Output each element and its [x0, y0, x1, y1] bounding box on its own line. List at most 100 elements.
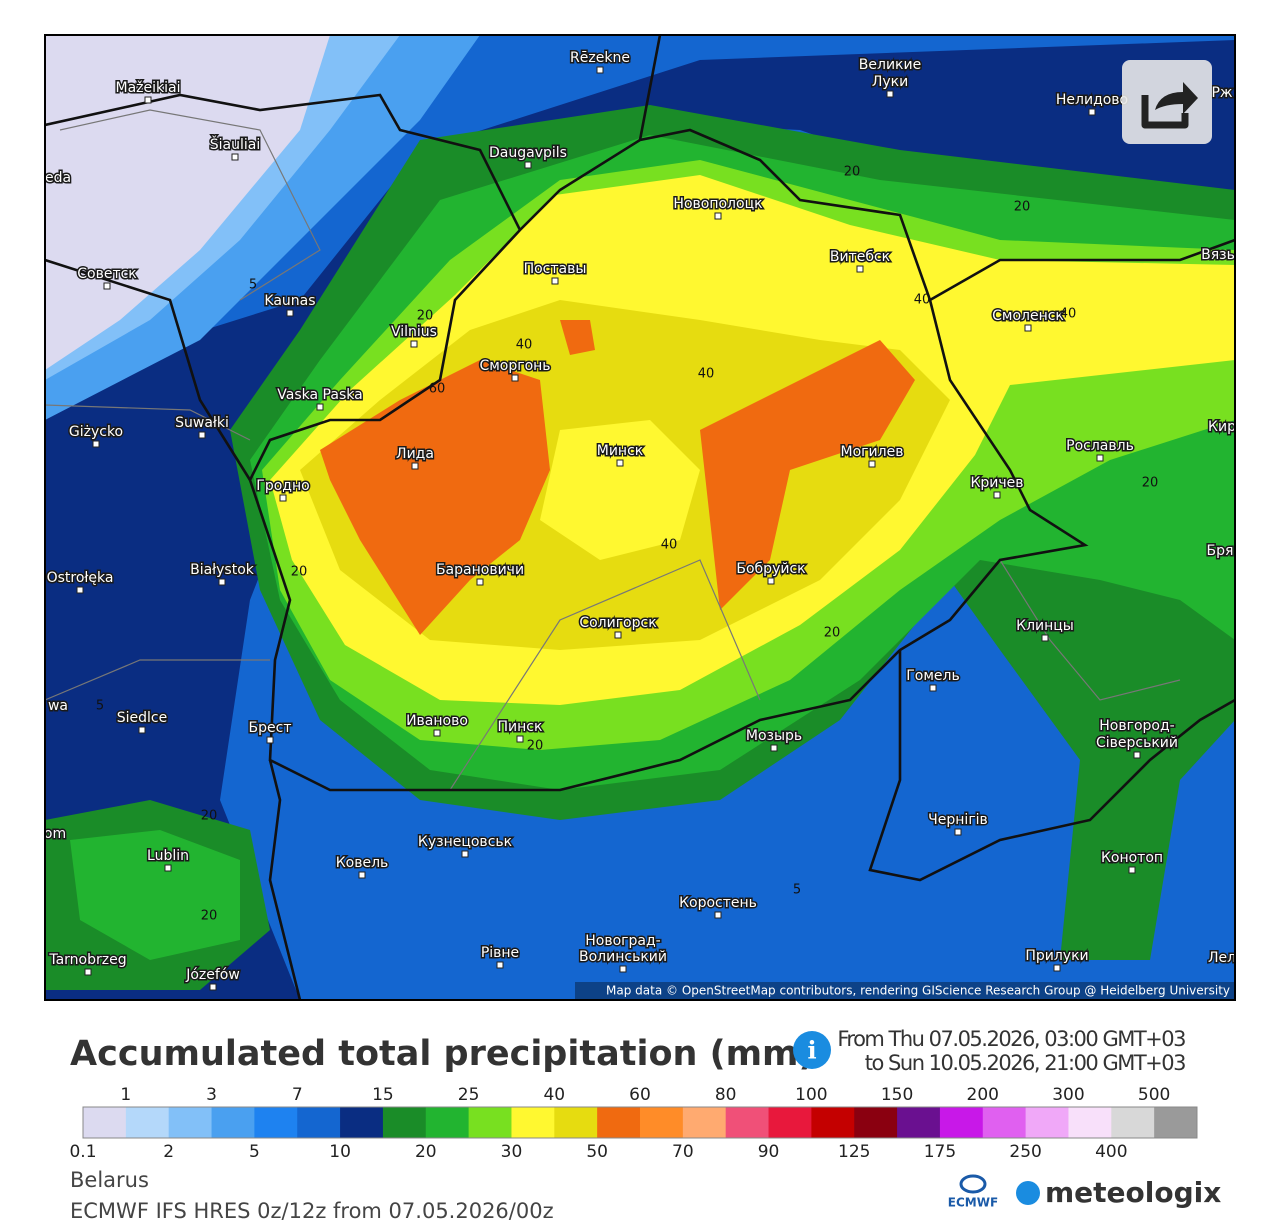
city-label: Рославль	[1066, 438, 1134, 454]
city-label: Lublin	[147, 848, 189, 864]
city-marker	[76, 586, 84, 594]
contour-label: 20	[417, 309, 434, 324]
city-marker	[516, 735, 524, 743]
share-button[interactable]	[1122, 60, 1212, 144]
city-label: Вязь	[1201, 247, 1235, 263]
city-marker	[1088, 108, 1096, 116]
city-label: Смоленск	[992, 308, 1064, 324]
city-marker	[138, 726, 146, 734]
info-icon[interactable]	[793, 1031, 831, 1069]
legend-swatch	[511, 1107, 555, 1138]
legend-swatch	[1154, 1107, 1198, 1138]
city-label: Mažeikiai	[116, 80, 181, 96]
city-label: Клинцы	[1016, 618, 1074, 634]
legend-swatch	[854, 1107, 898, 1138]
city-label: Кузнецовськ	[418, 834, 512, 850]
city-label: Кричев	[970, 475, 1023, 491]
contour-label: 5	[96, 699, 104, 714]
city-marker	[511, 374, 519, 382]
legend-swatch	[554, 1107, 598, 1138]
city-marker	[358, 871, 366, 879]
legend-swatch	[1025, 1107, 1069, 1138]
city-label: Нелидово	[1056, 92, 1128, 108]
contour-label: 20	[824, 626, 841, 641]
legend-label: 90	[758, 1142, 780, 1162]
city-label: Suwałki	[175, 415, 229, 431]
contour-label: 20	[527, 739, 544, 754]
city-marker	[218, 578, 226, 586]
legend-swatch	[254, 1107, 298, 1138]
city-marker	[767, 577, 775, 585]
legend-label: 25	[458, 1085, 480, 1105]
city-marker	[1133, 751, 1141, 759]
legend-label: 1	[120, 1085, 131, 1105]
city-label: Сiверський	[1096, 735, 1178, 751]
city-label: Новоград-	[585, 933, 660, 949]
legend-frame	[82, 1106, 1198, 1139]
legend-swatch	[768, 1107, 812, 1138]
legend-label: 200	[967, 1085, 999, 1105]
legend-label: 0.1	[69, 1142, 96, 1162]
city-label: Białystok	[190, 562, 255, 578]
legend-label: 10	[329, 1142, 351, 1162]
city-marker	[209, 983, 217, 991]
city-label: Прилуки	[1025, 948, 1088, 964]
city-label: Брест	[249, 720, 292, 736]
city-marker	[770, 744, 778, 752]
period-from: From Thu 07.05.2026, 03:00 GMT+03	[837, 1027, 1185, 1051]
city-label: Šiauliai	[210, 135, 260, 153]
legend-swatch	[168, 1107, 213, 1138]
city-label: Могилев	[841, 444, 904, 460]
contour-label: 40	[698, 367, 715, 382]
city-label: Vaska Paska	[277, 387, 362, 403]
title: Accumulated total precipitation (mm)	[70, 1034, 815, 1074]
city-label: Новополоцк	[673, 196, 762, 212]
legend-swatch	[382, 1107, 427, 1138]
city-marker	[1041, 634, 1049, 642]
legend-label: 60	[629, 1085, 651, 1105]
contour-label: 20	[291, 565, 308, 580]
city-label: Луки	[872, 74, 908, 90]
city-label: Бря	[1207, 543, 1234, 559]
contour-label: 40	[516, 338, 533, 353]
legend-label: 300	[1052, 1085, 1084, 1105]
city-marker	[551, 277, 559, 285]
legend-label: 5	[249, 1142, 260, 1162]
legend-swatch	[297, 1107, 341, 1138]
city-label: Новгород-	[1099, 718, 1174, 734]
legend-label: 150	[881, 1085, 913, 1105]
city-marker	[868, 460, 876, 468]
city-label: Siedlce	[117, 710, 167, 726]
city-label: Иваново	[406, 713, 468, 729]
legend-swatch	[725, 1107, 770, 1138]
city-label: eda	[45, 170, 71, 186]
city-label: Пинск	[498, 719, 543, 735]
city-marker	[316, 403, 324, 411]
city-marker	[410, 340, 418, 348]
legend-label: 15	[372, 1085, 394, 1105]
city-marker	[84, 968, 92, 976]
city-marker	[714, 212, 722, 220]
legend-swatch	[982, 1107, 1027, 1138]
legend-label: 70	[672, 1142, 694, 1162]
city-label: Daugavpils	[489, 145, 567, 161]
city-marker	[286, 309, 294, 317]
city-label: Минск	[597, 443, 643, 459]
city-marker	[714, 911, 722, 919]
city-marker	[461, 850, 469, 858]
city-label: Ostrołęka	[47, 570, 114, 586]
city-label: Бобруйск	[736, 561, 805, 577]
legend-label: 100	[795, 1085, 827, 1105]
city-marker	[616, 459, 624, 467]
city-label: Лида	[396, 446, 434, 462]
city-label: Барановичи	[436, 562, 524, 578]
city-label: Józefów	[185, 967, 240, 983]
city-marker	[1053, 964, 1061, 972]
city-label: Рж	[1211, 85, 1232, 101]
city-marker	[1024, 324, 1032, 332]
city-label: Солигорск	[579, 615, 656, 631]
contour-label: 5	[249, 278, 257, 293]
attribution: Map data © OpenStreetMap contributors, r…	[606, 984, 1230, 998]
legend-swatch	[468, 1107, 512, 1138]
city-marker	[619, 965, 627, 973]
